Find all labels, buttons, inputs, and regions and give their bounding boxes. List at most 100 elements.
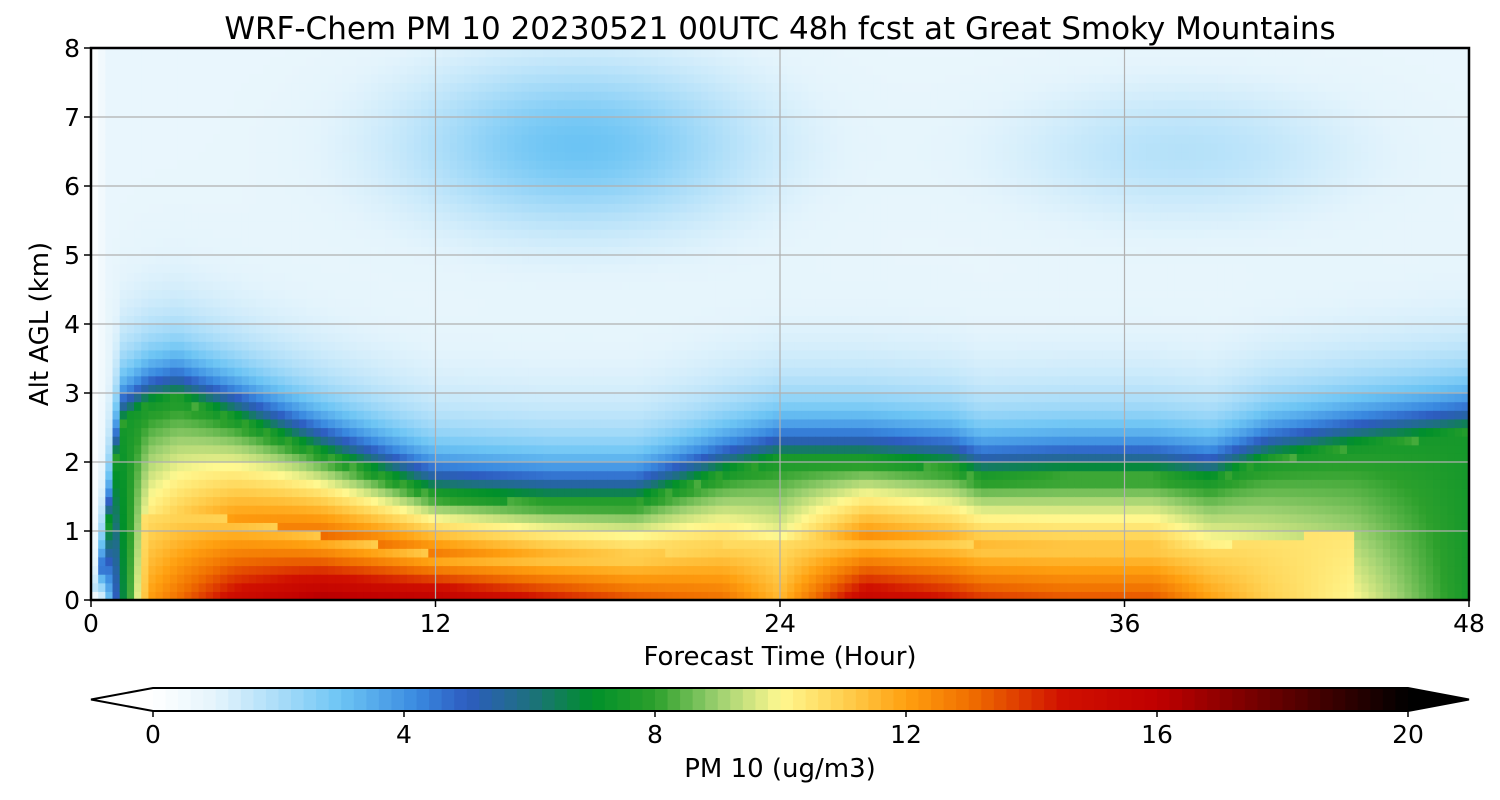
field-cell bbox=[564, 48, 573, 58]
field-cell bbox=[528, 582, 537, 592]
field-cell bbox=[579, 289, 587, 299]
field-cell bbox=[449, 220, 458, 230]
field-cell bbox=[457, 99, 465, 109]
field-cell bbox=[607, 427, 616, 437]
field-cell bbox=[528, 574, 537, 584]
field-cell bbox=[399, 556, 408, 567]
field-cell bbox=[471, 142, 480, 153]
field-cell bbox=[248, 108, 257, 118]
field-cell bbox=[385, 436, 394, 446]
field-cell bbox=[134, 91, 142, 101]
field-cell bbox=[543, 539, 551, 549]
field-cell bbox=[629, 56, 638, 66]
field-cell bbox=[579, 539, 587, 549]
field-cell bbox=[600, 108, 609, 118]
field-cell bbox=[313, 56, 322, 66]
field-cell bbox=[579, 496, 587, 506]
field-cell bbox=[148, 289, 157, 299]
field-cell bbox=[392, 255, 401, 265]
field-cell bbox=[342, 186, 350, 196]
field-cell bbox=[571, 565, 580, 575]
field-cell bbox=[241, 462, 250, 472]
field-cell bbox=[629, 48, 638, 58]
field-cell bbox=[91, 255, 99, 265]
field-cell bbox=[169, 591, 178, 600]
field-cell bbox=[614, 237, 623, 247]
field-cell bbox=[471, 280, 480, 291]
field-cell bbox=[636, 255, 645, 265]
field-cell bbox=[557, 427, 566, 437]
field-cell bbox=[241, 220, 250, 230]
field-cell bbox=[356, 410, 365, 420]
field-cell bbox=[198, 522, 207, 532]
field-cell bbox=[320, 548, 329, 558]
field-cell bbox=[521, 134, 530, 144]
field-cell bbox=[614, 65, 623, 75]
field-cell bbox=[435, 574, 444, 584]
field-cell bbox=[586, 384, 594, 394]
field-cell bbox=[234, 151, 243, 161]
field-cell bbox=[643, 315, 652, 325]
field-cell bbox=[421, 496, 429, 506]
field-cell bbox=[528, 108, 537, 118]
field-cell bbox=[500, 246, 508, 256]
field-cell bbox=[449, 487, 458, 498]
field-cell bbox=[277, 186, 286, 196]
field-cell bbox=[535, 582, 544, 592]
field-cell bbox=[126, 168, 135, 178]
field-cell bbox=[449, 280, 458, 291]
field-cell bbox=[349, 470, 358, 480]
field-cell bbox=[184, 591, 193, 600]
field-cell bbox=[378, 582, 386, 592]
field-cell bbox=[385, 229, 394, 239]
field-cell bbox=[162, 462, 171, 472]
field-cell bbox=[564, 418, 573, 429]
field-cell bbox=[256, 134, 264, 144]
field-cell bbox=[126, 194, 135, 204]
field-cell bbox=[528, 556, 537, 567]
field-cell bbox=[406, 99, 415, 109]
field-cell bbox=[356, 531, 365, 541]
field-cell bbox=[241, 556, 250, 567]
field-cell bbox=[478, 289, 487, 299]
field-cell bbox=[177, 272, 185, 282]
field-cell bbox=[126, 548, 135, 558]
field-cell bbox=[629, 487, 638, 498]
field-cell bbox=[148, 91, 157, 101]
field-cell bbox=[306, 427, 315, 437]
field-cell bbox=[105, 332, 114, 342]
field-cell bbox=[600, 160, 609, 170]
field-cell bbox=[320, 220, 329, 230]
field-cell bbox=[600, 134, 609, 144]
field-cell bbox=[213, 418, 221, 429]
field-cell bbox=[435, 393, 444, 403]
field-cell bbox=[550, 539, 559, 549]
field-cell bbox=[449, 48, 458, 58]
field-cell bbox=[614, 73, 623, 84]
field-cell bbox=[284, 393, 293, 403]
field-cell bbox=[241, 418, 250, 429]
field-cell bbox=[349, 168, 358, 178]
field-cell bbox=[155, 73, 164, 84]
field-cell bbox=[564, 462, 573, 472]
field-cell bbox=[205, 444, 214, 454]
field-cell bbox=[291, 582, 300, 592]
field-cell bbox=[507, 65, 516, 75]
field-cell bbox=[306, 289, 315, 299]
field-cell bbox=[550, 531, 559, 541]
field-cell bbox=[579, 65, 587, 75]
field-cell bbox=[579, 453, 587, 463]
field-cell bbox=[528, 444, 537, 454]
field-cell bbox=[119, 341, 128, 351]
field-cell bbox=[184, 65, 193, 75]
field-cell bbox=[198, 436, 207, 446]
field-cell bbox=[220, 358, 228, 368]
field-cell bbox=[464, 470, 472, 480]
field-cell bbox=[378, 367, 386, 377]
field-cell bbox=[457, 358, 465, 368]
field-cell bbox=[91, 56, 99, 66]
field-cell bbox=[349, 125, 358, 135]
field-cell bbox=[263, 142, 272, 153]
field-cell bbox=[370, 556, 379, 567]
field-cell bbox=[413, 65, 422, 75]
